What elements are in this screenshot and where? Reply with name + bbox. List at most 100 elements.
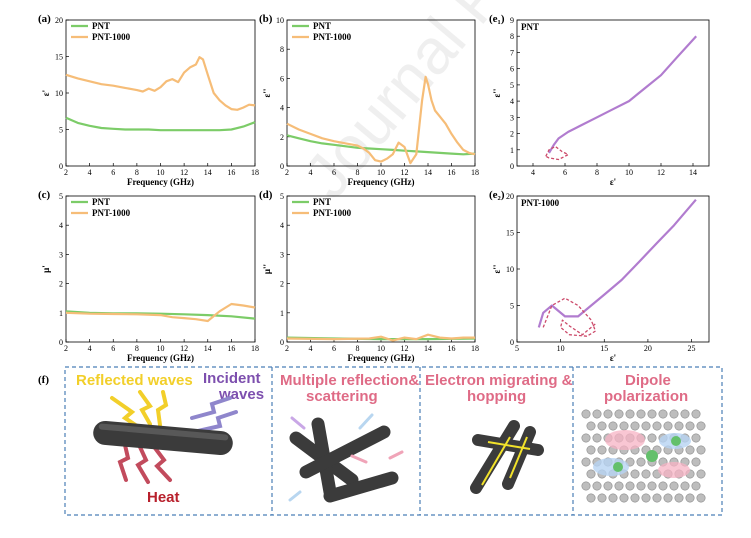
series-line-e1-0 [548, 35, 698, 154]
x-tick-label: 10 [157, 168, 165, 177]
panel-label-e1: (e₁) [489, 13, 505, 25]
y-tick-label: 3 [59, 250, 63, 259]
lattice-atom [625, 481, 635, 491]
legend-label: PNT-1000 [313, 208, 352, 218]
lattice-atom [586, 493, 596, 503]
y-tick-label: 5 [510, 81, 514, 90]
x-tick-label: 6 [563, 168, 567, 177]
inset-label: PNT [521, 22, 539, 32]
lattice-atom [619, 421, 629, 431]
x-tick-label: 16 [227, 168, 235, 177]
lattice-atom [586, 445, 596, 455]
x-tick-label: 2 [285, 344, 289, 353]
lattice-atom [630, 421, 640, 431]
y-tick-label: 2 [280, 133, 284, 142]
x-tick-label: 6 [332, 344, 336, 353]
x-tick-label: 8 [595, 168, 599, 177]
lattice-atom [603, 409, 613, 419]
panel-label-b: (b) [259, 13, 273, 25]
lattice-atom [641, 421, 651, 431]
lattice-atom [685, 421, 695, 431]
y-tick-label: 4 [59, 221, 63, 230]
y-tick-label: 4 [280, 104, 284, 113]
x-tick-label: 4 [309, 344, 313, 353]
y-tick-label: 20 [55, 16, 63, 25]
chart-a: (a) 2 4 6 8 10 12 14 16 18 0 5 10 15 20 Frequency (GHz)… [38, 13, 259, 187]
y-tick-label: 5 [59, 126, 63, 135]
lattice-atom [696, 469, 706, 479]
lattice-atom [691, 433, 701, 443]
lattice-atom [696, 421, 706, 431]
x-tick-label: 8 [135, 168, 139, 177]
y-tick-label: 6 [510, 65, 514, 74]
atomic-lattice [581, 409, 706, 503]
x-tick-label: 4 [88, 168, 92, 177]
x-axis-label: Frequency (GHz) [347, 177, 414, 187]
lattice-atom [592, 409, 602, 419]
lattice-atom [647, 481, 657, 491]
x-tick-label: 6 [111, 168, 115, 177]
lattice-atom [641, 493, 651, 503]
lattice-atom [696, 493, 706, 503]
y-tick-label: 0 [59, 162, 63, 171]
x-tick-label: 14 [689, 168, 697, 177]
x-tick-label: 6 [332, 168, 336, 177]
y-tick-label: 4 [280, 221, 284, 230]
x-axis-label: Frequency (GHz) [127, 353, 194, 363]
lattice-atom [691, 409, 701, 419]
lattice-atom [597, 445, 607, 455]
legend-label: PNT-1000 [92, 208, 131, 218]
lattice-atom [658, 409, 668, 419]
y-tick-label: 3 [280, 250, 284, 259]
lattice-atom [608, 493, 618, 503]
panel-label-a: (a) [38, 13, 51, 25]
series-line-e2-0 [537, 198, 697, 328]
y-axis-label: ε'' [492, 89, 502, 98]
lattice-atom [669, 481, 679, 491]
y-tick-label: 0 [59, 338, 63, 347]
panel-label-f: (f) [38, 374, 49, 386]
x-tick-label: 12 [657, 168, 665, 177]
x-tick-label: 12 [180, 344, 188, 353]
y-tick-label: 4 [510, 97, 514, 106]
lattice-atom [641, 469, 651, 479]
x-tick-label: 4 [309, 168, 313, 177]
y-tick-label: 5 [280, 192, 284, 201]
y-tick-label: 8 [510, 32, 514, 41]
y-tick-label: 15 [506, 229, 514, 238]
lattice-atom [581, 457, 591, 467]
x-axis-label: Frequency (GHz) [127, 177, 194, 187]
lattice-atom [603, 481, 613, 491]
y-tick-label: 2 [510, 130, 514, 139]
x-tick-label: 5 [515, 344, 519, 353]
lattice-atom [614, 481, 624, 491]
lattice-atom [680, 481, 690, 491]
lattice-atom [592, 481, 602, 491]
legend-label: PNT [313, 197, 331, 207]
electron-migrating-title-1: Electron migrating & [425, 372, 573, 389]
y-tick-label: 5 [510, 302, 514, 311]
lattice-atom [674, 421, 684, 431]
panel-label-d: (d) [259, 189, 273, 201]
x-axis-label: ε' [610, 353, 616, 363]
y-tick-label: 9 [510, 16, 514, 25]
x-tick-label: 2 [64, 344, 68, 353]
heat-label: Heat [147, 489, 180, 506]
series-line-pnt-1000 [286, 75, 476, 165]
x-axis-label: ε' [610, 177, 616, 187]
y-axis-label: ε'' [262, 89, 272, 98]
lattice-atom [636, 409, 646, 419]
x-tick-label: 18 [471, 344, 479, 353]
x-tick-label: 4 [88, 344, 92, 353]
x-tick-label: 10 [625, 168, 633, 177]
series-line-pnt-1000 [65, 56, 256, 111]
y-tick-label: 8 [280, 45, 284, 54]
incident-wave-arrows [190, 396, 238, 433]
x-tick-label: 4 [531, 168, 535, 177]
x-tick-label: 20 [644, 344, 652, 353]
incident-waves-label-1: Incident [203, 370, 261, 387]
y-tick-label: 10 [55, 89, 63, 98]
y-tick-label: 3 [510, 113, 514, 122]
